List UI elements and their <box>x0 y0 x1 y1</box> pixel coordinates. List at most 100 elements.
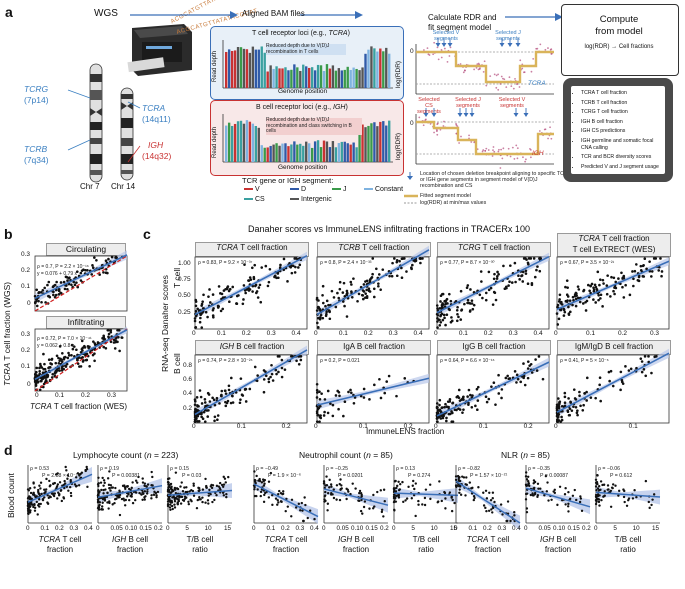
scatter-point <box>198 320 202 324</box>
read-depth-bar <box>254 49 258 88</box>
header-gene: TCRA <box>216 243 239 252</box>
scatter-point <box>648 506 651 510</box>
scatter-point <box>79 365 83 368</box>
scatter-point <box>324 314 328 318</box>
rdr-point <box>477 62 480 65</box>
scatter-point <box>267 496 271 499</box>
scatter-point <box>27 489 31 492</box>
read-depth-bar <box>337 68 341 88</box>
scatter-point <box>168 477 171 480</box>
scatter-point <box>349 492 352 496</box>
scatter-point <box>38 388 42 392</box>
panel-d-plot <box>594 465 661 524</box>
scatter-point <box>538 269 542 273</box>
scatter-point <box>99 481 103 484</box>
scatter-point <box>197 404 200 408</box>
scatter-point <box>53 492 57 495</box>
scatter-point <box>497 392 501 395</box>
scatter-point <box>428 483 432 486</box>
read-depth-bar <box>334 147 338 162</box>
scatter-point <box>221 491 225 494</box>
scatter-point <box>317 299 320 302</box>
panel-c-stat: ρ = 0.83, P = 9.2 × 10⁻³⁷ <box>198 260 253 266</box>
tcr-genome-position-label: Genome position <box>278 88 328 95</box>
bcr-reduced-depth-note: Reduced depth due to V(D)J recombination… <box>266 117 362 135</box>
header-text: T cell fraction <box>480 243 531 252</box>
scatter-point <box>325 310 328 314</box>
scatter-point <box>235 294 239 298</box>
scatter-point <box>326 411 330 415</box>
scatter-point <box>294 265 297 269</box>
scatter-point <box>102 271 105 274</box>
scatter-point <box>173 498 176 501</box>
scatter-point <box>358 489 362 493</box>
scatter-point <box>622 488 625 491</box>
scatter-point <box>318 420 321 423</box>
read-depth-bar <box>293 141 296 162</box>
panel-c-stat: ρ = 0.64, P = 6.6 × 10⁻¹⁶ <box>440 358 495 364</box>
scatter-point <box>146 483 150 486</box>
title-prefix: NLR ( <box>501 450 524 460</box>
xlabel-line2: fraction <box>116 545 144 554</box>
scatter-point <box>241 394 245 397</box>
rdr-legend-symbols <box>404 172 418 204</box>
scatter-point <box>136 481 139 484</box>
scatter-point <box>487 397 491 401</box>
scatter-point <box>193 403 197 407</box>
scatter-point <box>614 280 618 284</box>
scatter-point <box>118 349 121 353</box>
rdr-point <box>448 55 451 57</box>
panel-d-xtick: 0.10 <box>553 525 566 532</box>
read-depth-bar <box>302 64 305 88</box>
rdr-point <box>515 144 518 147</box>
bcr-selected-j: Selected J segments <box>455 97 481 109</box>
scatter-point <box>102 345 106 349</box>
scatter-point <box>576 285 580 288</box>
scatter-point <box>362 290 366 293</box>
scatter-point <box>516 377 520 381</box>
xlabel-line2: ratio <box>418 545 434 554</box>
scatter-point <box>53 295 57 299</box>
scatter-point <box>65 469 68 472</box>
legend-swatch <box>290 197 299 201</box>
scatter-point <box>620 271 623 275</box>
read-depth-bar <box>275 66 278 88</box>
scatter-point <box>598 278 602 281</box>
scatter-point <box>484 489 488 493</box>
rdr-point <box>436 129 438 132</box>
read-depth-bar <box>278 68 281 88</box>
scatter-point <box>301 509 304 512</box>
scatter-point <box>137 475 140 479</box>
scatter-point <box>345 315 349 318</box>
scatter-point <box>441 318 445 322</box>
scatter-point <box>439 417 443 420</box>
scatter-point <box>365 279 369 283</box>
scatter-point <box>262 378 266 381</box>
scatter-point <box>567 305 570 309</box>
scatter-point <box>219 309 223 313</box>
scatter-point <box>32 505 35 509</box>
panel-d-xtick: 0.2 <box>281 525 290 532</box>
scatter-point <box>393 497 397 500</box>
scatter-point <box>572 405 575 408</box>
rdr-legend-fitted: Fitted segment model <box>420 193 471 199</box>
b-xtick-0.2: 0.2 <box>81 392 91 399</box>
scatter-point <box>326 502 330 505</box>
scatter-point <box>266 284 270 288</box>
scatter-point <box>222 475 225 479</box>
scatter-point <box>66 474 70 477</box>
scatter-point <box>208 488 211 492</box>
scatter-point <box>445 405 449 409</box>
scatter-point <box>597 485 601 488</box>
scatter-point <box>456 312 459 316</box>
scatter-point <box>335 484 339 487</box>
scatter-point <box>450 410 453 413</box>
compute-output-item: TCRA T cell fraction <box>581 90 663 97</box>
scatter-point <box>395 486 398 490</box>
scatter-point <box>218 487 222 490</box>
scatter-point <box>451 498 454 502</box>
read-depth-bar <box>272 68 275 88</box>
scatter-point <box>299 355 303 358</box>
read-depth-bar <box>367 49 370 88</box>
rdr-point <box>512 87 515 90</box>
